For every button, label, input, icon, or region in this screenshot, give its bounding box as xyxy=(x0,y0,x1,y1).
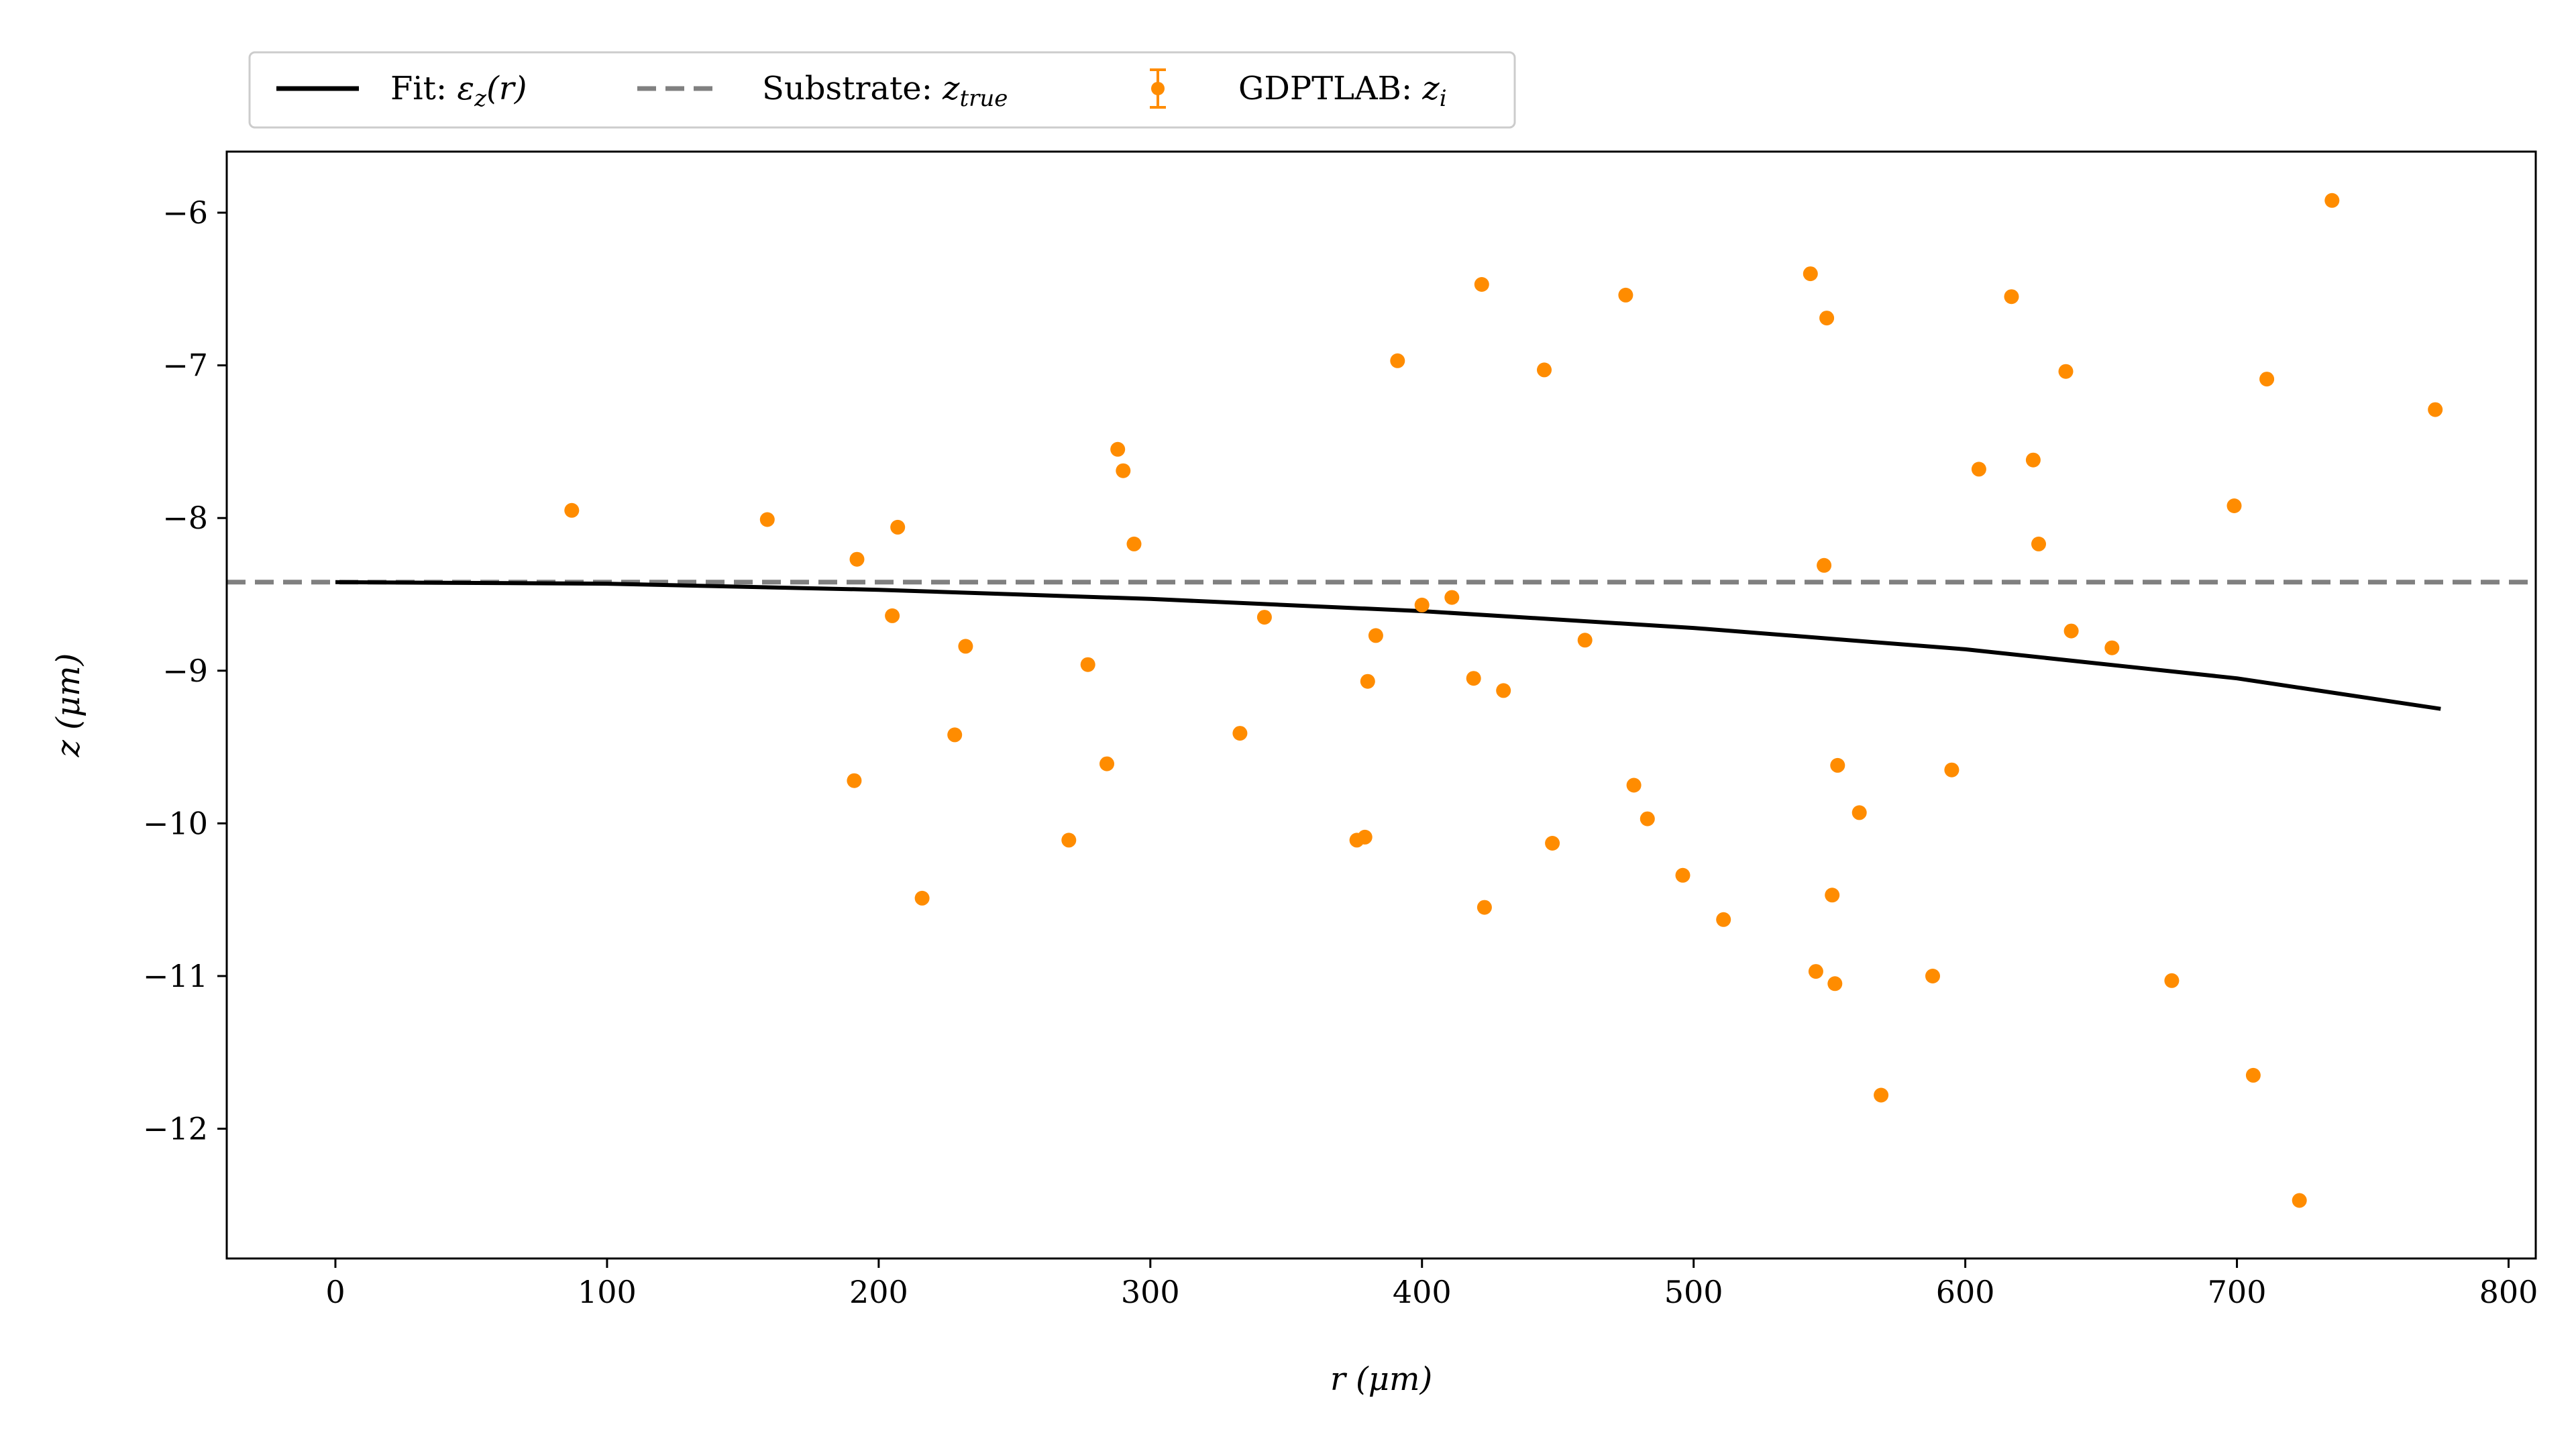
y-tick-label: −9 xyxy=(162,653,208,689)
data-point xyxy=(847,773,862,788)
data-point xyxy=(1827,976,1843,991)
legend: Fit: εz(r) Substrate: ztrue GDPTLAB: zi xyxy=(248,51,1516,129)
data-point xyxy=(1716,912,1731,927)
data-point xyxy=(2058,364,2074,379)
data-point xyxy=(2292,1193,2307,1208)
data-point xyxy=(1825,888,1840,903)
data-point xyxy=(885,608,900,623)
data-point xyxy=(1368,628,1383,643)
data-point xyxy=(1256,610,1272,625)
data-point xyxy=(1944,762,1960,777)
data-point xyxy=(1874,1087,1889,1103)
data-point xyxy=(1618,287,1633,303)
data-point xyxy=(1110,441,1126,457)
data-point xyxy=(1061,833,1077,848)
data-point xyxy=(2104,640,2120,655)
data-point xyxy=(890,519,906,535)
y-axis: −6 −7 −8 −9 −10 −11 −12 xyxy=(143,195,227,1147)
data-point xyxy=(1626,777,1642,793)
data-point xyxy=(914,890,930,906)
data-point xyxy=(1390,353,1405,368)
data-point xyxy=(1830,757,1845,773)
data-point xyxy=(759,512,775,527)
x-tick-label: 700 xyxy=(2208,1274,2267,1310)
x-axis: 0 100 200 300 400 500 600 700 800 xyxy=(325,1258,2538,1310)
data-point xyxy=(947,727,963,743)
data-point xyxy=(1116,463,1131,478)
data-point xyxy=(1080,657,1095,672)
plot-area xyxy=(227,193,2536,1208)
data-point xyxy=(1640,811,1655,826)
data-point xyxy=(1817,557,1832,573)
x-tick-label: 300 xyxy=(1121,1274,1180,1310)
data-point xyxy=(1537,362,1552,378)
y-tick-label: −11 xyxy=(143,958,208,994)
data-point xyxy=(2164,973,2180,988)
x-tick-label: 100 xyxy=(578,1274,637,1310)
data-point xyxy=(1925,969,1940,983)
data-point xyxy=(849,551,865,567)
data-point xyxy=(1496,683,1511,698)
data-point xyxy=(1545,836,1560,851)
data-point xyxy=(2245,1067,2261,1083)
data-point xyxy=(2226,498,2242,513)
data-point xyxy=(1577,633,1593,648)
data-point xyxy=(958,639,973,654)
legend-frame xyxy=(248,51,1516,129)
y-tick-label: −10 xyxy=(143,805,208,841)
data-point xyxy=(1851,805,1867,820)
data-point xyxy=(1466,671,1481,686)
data-point xyxy=(1444,590,1460,605)
x-tick-label: 600 xyxy=(1936,1274,1995,1310)
y-tick-label: −6 xyxy=(162,195,208,231)
data-point xyxy=(1819,311,1835,326)
legend-fit-label: Fit: εz(r) xyxy=(390,70,527,112)
data-point xyxy=(2025,452,2041,468)
data-point xyxy=(1126,536,1142,551)
x-tick-label: 800 xyxy=(2479,1274,2538,1310)
legend-substrate-label: Substrate: ztrue xyxy=(762,70,1008,112)
data-point xyxy=(2428,402,2443,417)
x-tick-label: 500 xyxy=(1664,1274,1723,1310)
x-axis-label: r (μm) xyxy=(1330,1360,1432,1398)
data-point xyxy=(1477,900,1492,915)
data-point xyxy=(2063,623,2079,639)
data-point xyxy=(1803,266,1818,282)
data-point xyxy=(1808,964,1823,979)
data-point xyxy=(2324,193,2340,208)
data-point xyxy=(1357,829,1373,845)
data-point xyxy=(564,502,580,518)
data-point xyxy=(1414,597,1430,612)
data-point xyxy=(1971,462,1986,477)
data-point xyxy=(2031,536,2046,551)
legend-points-swatch xyxy=(1150,68,1166,109)
x-tick-label: 200 xyxy=(849,1274,908,1310)
data-point xyxy=(1360,674,1375,689)
data-point xyxy=(2259,372,2275,387)
y-tick-label: −8 xyxy=(162,500,208,536)
axes-frame xyxy=(225,150,2537,1260)
data-point xyxy=(1232,726,1248,741)
data-point xyxy=(1675,867,1690,883)
y-tick-label: −7 xyxy=(162,347,208,384)
data-point xyxy=(1474,277,1489,292)
x-tick-label: 0 xyxy=(325,1274,345,1310)
y-tick-label: −12 xyxy=(143,1111,208,1147)
data-point xyxy=(2004,289,2019,305)
x-tick-label: 400 xyxy=(1393,1274,1452,1310)
data-point xyxy=(1099,756,1114,771)
y-axis-label: z (μm) xyxy=(50,653,87,758)
legend-points-label: GDPTLAB: zi xyxy=(1238,70,1447,112)
legend-point-marker xyxy=(1151,82,1165,95)
